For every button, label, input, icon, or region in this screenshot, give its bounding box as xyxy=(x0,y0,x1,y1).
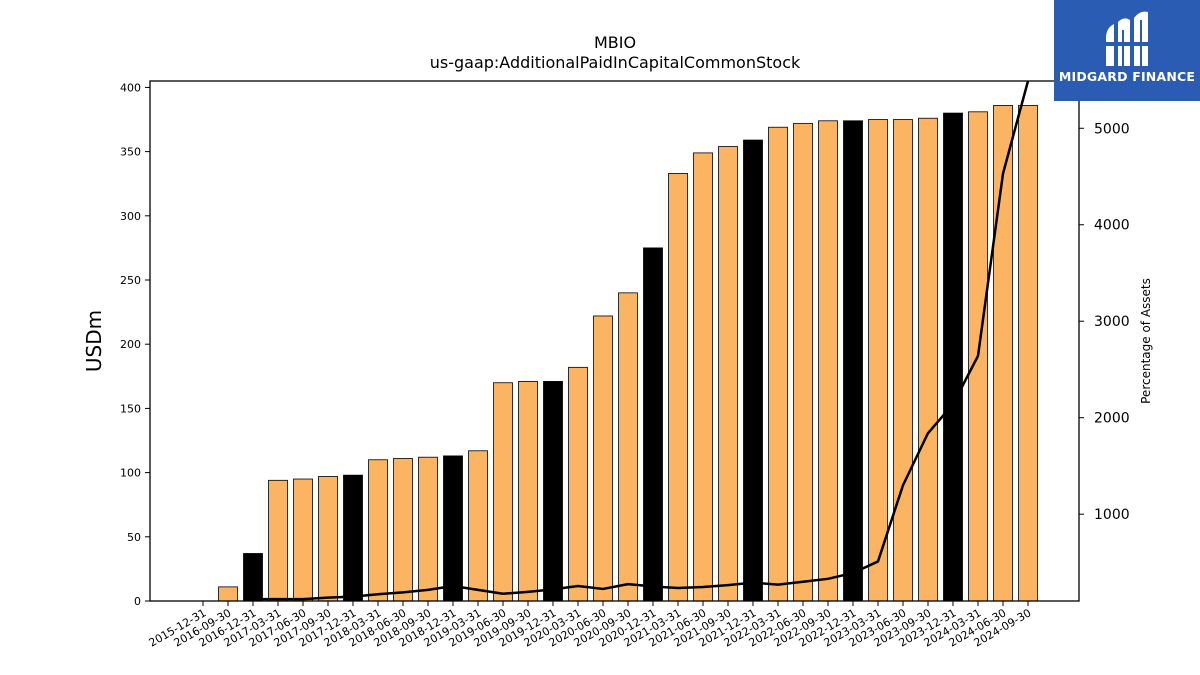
bar-2016-09-30 xyxy=(218,586,238,602)
left-axis: 0 50 100 150 200 250 300 350 400 xyxy=(120,81,150,608)
y-tick-label: 150 xyxy=(120,402,141,415)
bar-2020-03-31 xyxy=(568,366,588,602)
bar-2023-03-31 xyxy=(868,119,888,602)
y-tick-label: 350 xyxy=(120,146,141,159)
bar-2019-09-30 xyxy=(518,381,538,602)
y2-tick-label: 1000 xyxy=(1094,507,1130,523)
y-tick-label: 0 xyxy=(134,595,141,608)
bar-2019-06-30 xyxy=(493,382,513,602)
plot-frame xyxy=(149,80,1080,602)
bar-2017-12-31 xyxy=(343,474,363,602)
bar-2017-09-30 xyxy=(318,476,338,602)
line-group xyxy=(253,81,1030,601)
chart-subtitle: us-gaap:AdditionalPaidInCapitalCommonSto… xyxy=(430,53,801,72)
bar-2024-09-30 xyxy=(1018,104,1038,602)
bar-2021-12-31 xyxy=(743,139,763,602)
x-axis: 2015-12-312016-09-302016-12-312017-03-31… xyxy=(147,601,1034,650)
bar-2022-12-31 xyxy=(843,120,863,602)
bar-2018-12-31 xyxy=(443,455,463,602)
bar-2018-03-31 xyxy=(368,459,388,602)
bar-2021-03-31 xyxy=(668,173,688,602)
y-tick-label: 300 xyxy=(120,210,141,223)
bar-2023-06-30 xyxy=(893,119,913,602)
y2-tick-label: 5000 xyxy=(1094,121,1130,137)
logo-text: MIDGARD FINANCE xyxy=(1058,69,1196,84)
y-tick-label: 100 xyxy=(120,467,141,480)
bar-2023-09-30 xyxy=(918,117,938,602)
bar-2023-12-31 xyxy=(943,112,963,602)
logo-mark-icon xyxy=(1104,11,1150,67)
bar-2022-03-31 xyxy=(768,126,788,602)
bar-2017-06-30 xyxy=(293,478,313,602)
chart-title: MBIO xyxy=(594,33,636,52)
y2-axis-label: Percentage of Assets xyxy=(1139,278,1153,404)
y2-tick-label: 4000 xyxy=(1094,218,1130,234)
bar-2017-03-31 xyxy=(268,479,288,602)
right-axis: 1000 2000 3000 4000 5000 xyxy=(1079,121,1130,523)
bar-2018-09-30 xyxy=(418,456,438,602)
bar-2016-12-31 xyxy=(243,553,263,602)
bar-2020-12-31 xyxy=(643,247,663,602)
bar-2020-06-30 xyxy=(593,315,613,602)
y-tick-label: 50 xyxy=(127,531,141,544)
bar-2020-09-30 xyxy=(618,292,638,602)
bar-2022-09-30 xyxy=(818,120,838,602)
y2-tick-label: 2000 xyxy=(1094,411,1130,427)
y-tick-label: 400 xyxy=(120,81,141,94)
bar-2021-09-30 xyxy=(718,146,738,602)
bar-2018-06-30 xyxy=(393,458,413,602)
y-axis-label: USDm xyxy=(82,310,106,372)
bar-2022-06-30 xyxy=(793,122,813,602)
y-tick-label: 250 xyxy=(120,274,141,287)
bar-2019-12-31 xyxy=(543,381,563,602)
percentage-line xyxy=(253,81,1030,601)
y-tick-label: 200 xyxy=(120,338,141,351)
y2-tick-label: 3000 xyxy=(1094,314,1130,330)
bar-2019-03-31 xyxy=(468,450,488,602)
brand-logo: MIDGARD FINANCE xyxy=(1054,0,1200,101)
bars-group xyxy=(218,104,1038,602)
bar-2021-06-30 xyxy=(693,152,713,602)
